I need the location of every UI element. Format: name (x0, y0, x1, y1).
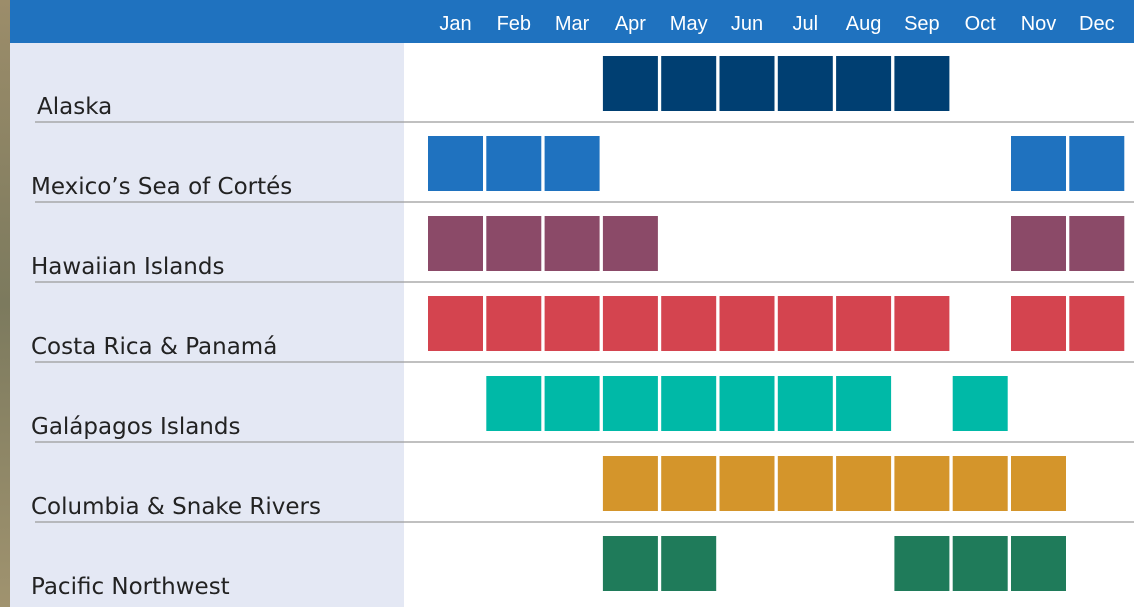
season-cell (836, 56, 892, 111)
season-cell (544, 296, 600, 351)
season-cell (602, 216, 658, 271)
season-cell (428, 136, 483, 191)
month-label: Mar (555, 13, 590, 35)
season-cell (486, 216, 542, 271)
month-label: Jun (731, 13, 763, 35)
season-cell (1011, 216, 1066, 271)
region-label: Alaska (37, 94, 112, 120)
region-label: Mexico’s Sea of Cortés (31, 174, 292, 200)
season-cell (1069, 216, 1125, 271)
region-label: Pacific Northwest (31, 574, 230, 600)
season-cell (544, 136, 600, 191)
region-label: Costa Rica & Panamá (31, 334, 277, 360)
season-cell (1069, 296, 1125, 351)
season-cell (661, 456, 717, 511)
season-cell (836, 456, 892, 511)
season-cell (719, 296, 775, 351)
season-cell (602, 296, 658, 351)
month-label: Jan (439, 13, 471, 35)
season-cell (661, 56, 717, 111)
season-cell (894, 296, 950, 351)
region-label: Galápagos Islands (31, 414, 240, 440)
month-label: Jul (793, 13, 819, 35)
season-cell (952, 536, 1008, 591)
season-cell (777, 296, 833, 351)
season-cell (661, 376, 717, 431)
season-cell (719, 456, 775, 511)
season-cell (661, 296, 717, 351)
season-cell (719, 56, 775, 111)
season-cell (719, 376, 775, 431)
season-cell (1011, 536, 1066, 591)
season-cell (894, 456, 950, 511)
season-cell (486, 376, 542, 431)
season-cell (428, 296, 483, 351)
month-label: Feb (497, 13, 531, 35)
region-label: Hawaiian Islands (31, 254, 224, 280)
season-cell (428, 216, 483, 271)
season-cell (836, 376, 892, 431)
season-cell (894, 536, 950, 591)
season-cell (1011, 456, 1066, 511)
season-cell (777, 376, 833, 431)
region-label: Columbia & Snake Rivers (31, 494, 321, 520)
season-cell (952, 376, 1008, 431)
season-cell (777, 456, 833, 511)
season-cell (602, 456, 658, 511)
month-label: Dec (1079, 13, 1115, 35)
season-cell (1011, 296, 1066, 351)
month-label: Nov (1021, 13, 1057, 35)
season-cell (777, 56, 833, 111)
header-bar (10, 0, 1134, 43)
season-cell (836, 296, 892, 351)
season-cell (602, 56, 658, 111)
season-cell (544, 376, 600, 431)
month-label: May (670, 13, 708, 35)
label-column (10, 43, 404, 607)
month-label: Apr (615, 13, 646, 35)
season-cell (1069, 136, 1125, 191)
season-cell (952, 456, 1008, 511)
season-cell (544, 216, 600, 271)
season-cell (894, 56, 950, 111)
month-label: Oct (965, 13, 997, 35)
season-cell (661, 536, 717, 591)
season-cell (1011, 136, 1066, 191)
season-cell (602, 376, 658, 431)
month-label: Sep (904, 13, 940, 35)
season-cell (602, 536, 658, 591)
month-label: Aug (846, 13, 882, 35)
season-cell (486, 296, 542, 351)
season-cell (486, 136, 542, 191)
